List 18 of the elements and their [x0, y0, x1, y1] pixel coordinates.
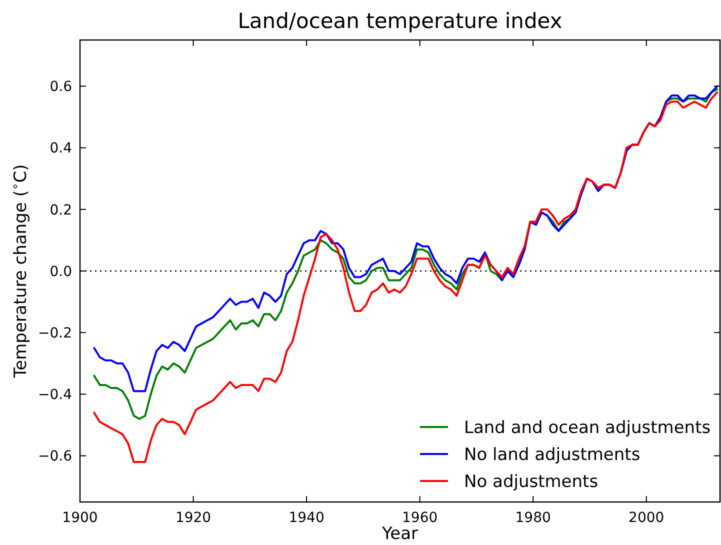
legend-label: No adjustments: [464, 472, 598, 492]
x-tick-label: 1920: [175, 510, 212, 526]
x-tick-label: 1900: [62, 510, 98, 526]
legend-label: No land adjustments: [464, 444, 640, 465]
y-tick-label: −0.6: [38, 448, 72, 465]
x-tick-label: 2000: [628, 510, 664, 526]
y-tick-label: 0.2: [50, 202, 72, 218]
y-tick-label: 0.6: [50, 79, 72, 96]
y-tick-label: −0.4: [38, 387, 72, 404]
x-tick-label: 1980: [515, 510, 551, 526]
x-tick-label: 1940: [288, 510, 324, 526]
chart-title: Land/ocean temperature index: [238, 9, 562, 33]
y-tick-label: 0.0: [50, 264, 72, 280]
x-tick-label: 1960: [402, 510, 438, 526]
x-axis-title: Year: [381, 524, 418, 544]
legend-label: Land and ocean adjustments: [464, 418, 711, 438]
y-tick-label: 0.4: [50, 140, 72, 157]
y-tick-label: −0.2: [38, 326, 72, 342]
